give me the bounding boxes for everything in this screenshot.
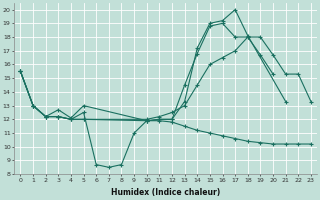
X-axis label: Humidex (Indice chaleur): Humidex (Indice chaleur) [111, 188, 220, 197]
